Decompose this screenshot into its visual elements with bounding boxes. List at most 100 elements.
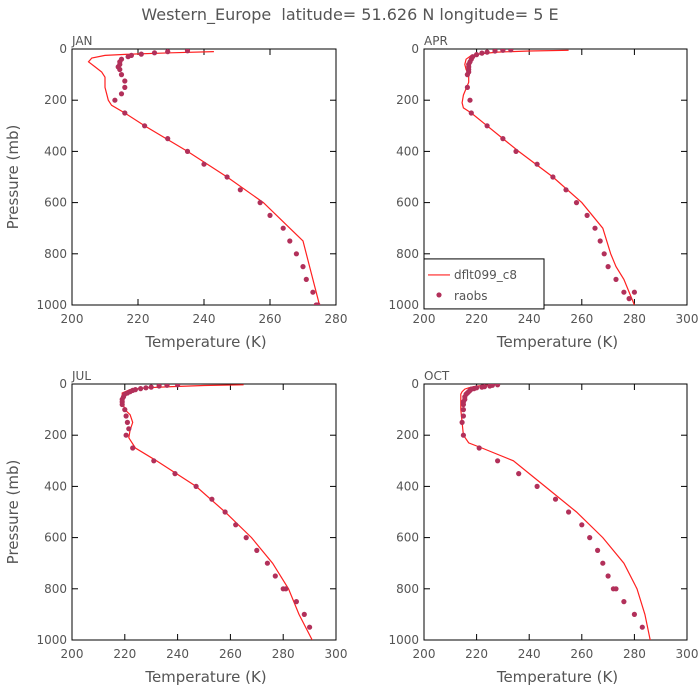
- raobs-point: [639, 624, 645, 630]
- raobs-point: [626, 296, 632, 302]
- raobs-point: [175, 384, 181, 388]
- x-tick-label: 200: [61, 647, 84, 661]
- raobs-point: [492, 49, 498, 54]
- raobs-point: [460, 401, 466, 408]
- x-tick-label: 200: [61, 312, 84, 326]
- y-tick-label: 200: [44, 428, 67, 442]
- legend-obs-label: raobs: [454, 289, 488, 303]
- raobs-point: [474, 52, 480, 58]
- x-tick-label: 240: [193, 312, 216, 326]
- x-tick-label: 240: [166, 647, 189, 661]
- raobs-point: [487, 384, 493, 389]
- y-tick-label: 800: [396, 247, 419, 261]
- raobs-point: [613, 276, 619, 282]
- raobs-point: [117, 66, 123, 73]
- y-tick-label: 600: [396, 196, 419, 210]
- panel-jan: 200 220 240 260 280 0 200 400 600 800 1000 JAN Tempe…: [4, 34, 347, 351]
- raobs-point: [459, 419, 465, 425]
- raobs-point: [484, 49, 490, 55]
- raobs-point: [201, 161, 207, 167]
- panel-oct: 200 220 240 260 280 300 0 200 400 600 800 1000 OCT Te…: [388, 369, 698, 686]
- plot-frame: [71, 383, 337, 641]
- raobs-point: [550, 174, 556, 180]
- y-tick-label: 1000: [388, 633, 419, 647]
- raobs-point: [631, 289, 638, 295]
- y-tick-label: 200: [396, 428, 419, 442]
- raobs-point: [467, 97, 473, 103]
- raobs-point: [125, 54, 131, 60]
- raobs-point: [479, 384, 485, 390]
- raobs-point: [464, 84, 470, 90]
- raobs-point: [460, 407, 466, 413]
- raobs-point: [597, 238, 603, 244]
- raobs-point: [222, 509, 228, 515]
- raobs-point: [293, 599, 299, 605]
- raobs-point: [579, 522, 585, 528]
- raobs-point: [310, 289, 316, 295]
- raobs-point: [272, 573, 278, 579]
- figure-title: Western_Europe latitude= 51.626 N longit…: [141, 5, 558, 25]
- x-tick-label: 260: [259, 312, 282, 326]
- raobs-point: [122, 84, 128, 90]
- plot-frame: [423, 383, 688, 641]
- raobs-point: [300, 264, 306, 270]
- raobs-point: [283, 586, 289, 592]
- legend-model-label: dflt099_c8: [454, 268, 517, 282]
- raobs-point: [126, 426, 132, 432]
- y-tick-label: 600: [44, 196, 67, 210]
- raobs-point: [130, 445, 136, 451]
- raobs-point: [621, 599, 627, 605]
- y-tick-label: 800: [396, 582, 419, 596]
- panel-label: JUL: [71, 369, 91, 383]
- raobs-point: [303, 276, 309, 282]
- raobs-point: [243, 535, 249, 541]
- raobs-point: [552, 496, 559, 502]
- raobs-point: [123, 432, 129, 438]
- x-tick-label: 200: [413, 647, 436, 661]
- x-tick-label: 280: [623, 647, 646, 661]
- raobs-point: [122, 110, 128, 116]
- raobs-point: [254, 547, 260, 554]
- x-tick-label: 280: [325, 312, 348, 326]
- x-tick-label: 300: [676, 312, 699, 326]
- y-tick-label: 0: [411, 377, 419, 391]
- raobs-point: [122, 78, 128, 84]
- y-axis-title: Pressure (mb): [4, 460, 22, 565]
- plot-frame: [423, 48, 688, 306]
- x-tick-label: 240: [518, 312, 541, 326]
- raobs-point: [484, 123, 490, 129]
- raobs-point: [148, 384, 154, 390]
- raobs-point: [156, 384, 162, 389]
- y-tick-label: 0: [411, 42, 419, 56]
- raobs-point: [566, 509, 572, 515]
- y-tick-label: 600: [396, 531, 419, 545]
- panel-label: OCT: [424, 369, 450, 383]
- raobs-point: [601, 251, 607, 257]
- plot-area: [119, 384, 313, 640]
- raobs-point: [460, 432, 466, 438]
- raobs-point: [563, 187, 569, 193]
- raobs-point: [534, 483, 540, 489]
- raobs-point: [165, 136, 171, 142]
- raobs-point: [237, 187, 243, 193]
- raobs-point: [209, 496, 215, 502]
- x-tick-label: 280: [623, 312, 646, 326]
- raobs-point: [513, 148, 519, 154]
- raobs-point: [138, 51, 144, 57]
- x-tick-label: 240: [518, 647, 541, 661]
- raobs-point: [621, 289, 627, 295]
- plot-area: [87, 49, 321, 305]
- raobs-point: [164, 384, 170, 388]
- y-tick-label: 800: [44, 582, 67, 596]
- y-tick-label: 800: [44, 247, 67, 261]
- x-tick-label: 300: [325, 647, 348, 661]
- raobs-point: [460, 413, 466, 419]
- y-tick-label: 0: [59, 42, 67, 56]
- raobs-point: [495, 384, 501, 388]
- y-tick-label: 0: [59, 377, 67, 391]
- raobs-point: [605, 573, 611, 579]
- y-tick-label: 1000: [388, 298, 419, 312]
- plot-area: [459, 384, 651, 640]
- raobs-point: [151, 458, 157, 464]
